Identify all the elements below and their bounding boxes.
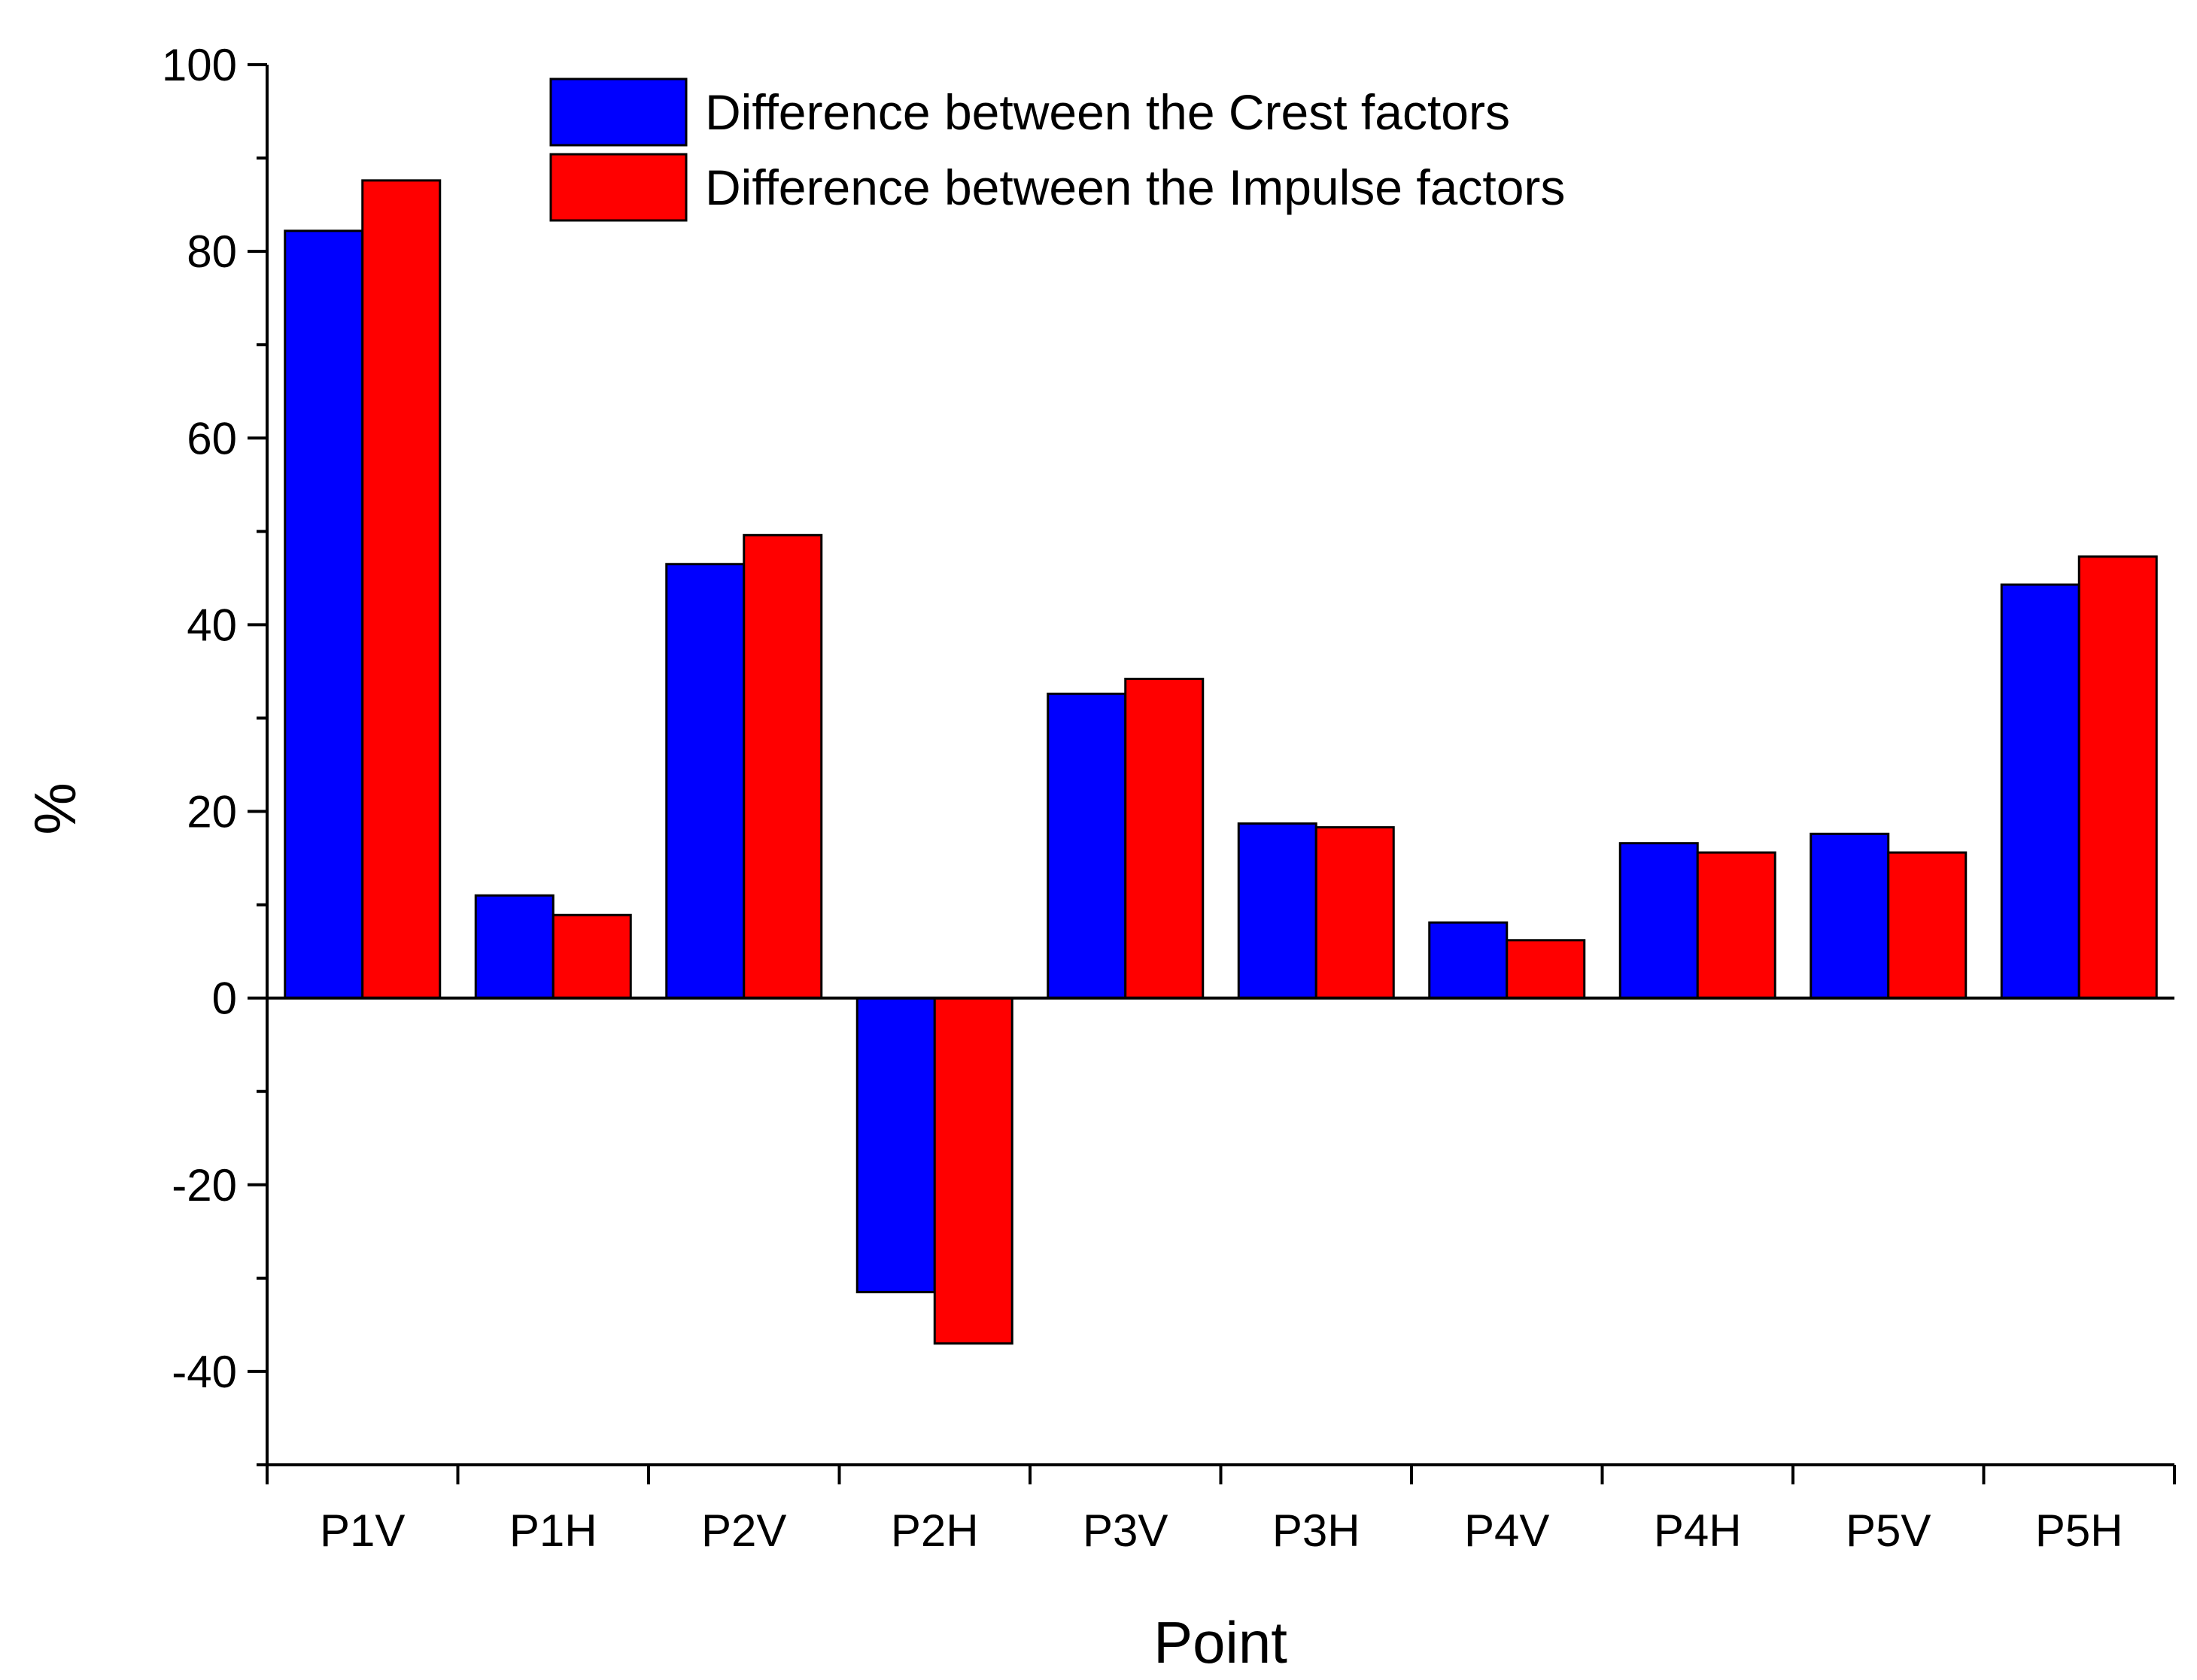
axes-group — [266, 65, 2174, 1466]
bar-p4v-series-2 — [1506, 939, 1586, 1000]
bar-p4v-series-1 — [1428, 921, 1509, 1000]
bar-p1h-series-2 — [552, 913, 632, 1000]
x-tick-label: P4H — [1654, 1505, 1742, 1556]
bar-p3h-series-1 — [1237, 822, 1317, 1000]
y-tick-label: 100 — [162, 40, 237, 90]
x-tick-label: P1V — [320, 1505, 405, 1556]
bar-p3h-series-2 — [1314, 826, 1395, 1000]
x-tick-label: P1H — [509, 1505, 597, 1556]
x-tick-label: P3V — [1083, 1505, 1168, 1556]
bar-p1v-series-2 — [361, 179, 442, 1000]
bar-p3v-series-2 — [1124, 677, 1205, 1000]
y-tick-label: -40 — [172, 1347, 237, 1397]
y-tick-label: 60 — [187, 413, 237, 463]
x-tick-label: P2H — [891, 1505, 979, 1556]
x-tick-label: P4V — [1464, 1505, 1549, 1556]
bar-p3v-series-1 — [1047, 692, 1127, 1000]
ticks-group: -40 -20 0 20 40 60 80 100 P1V P1H P2V P2H P3V P3H P4V P… — [162, 40, 2176, 1556]
bar-p4h-series-1 — [1618, 842, 1699, 1000]
x-axis-title: Point — [1153, 1609, 1287, 1675]
bar-p5h-series-1 — [2000, 583, 2080, 1000]
legend-label-series-1: Difference between the Crest factors — [705, 84, 1510, 140]
x-tick-label: P5H — [2035, 1505, 2123, 1556]
legend-label-series-2: Difference between the Impulse factors — [705, 159, 1565, 215]
x-tick-label: P3H — [1272, 1505, 1360, 1556]
legend-swatch-series-2 — [549, 153, 688, 222]
legend: Difference between the Crest factors Diff… — [549, 77, 1565, 222]
y-tick-label: 20 — [187, 787, 237, 837]
bar-p5v-series-1 — [1810, 832, 1890, 1000]
bar-p2v-series-2 — [743, 533, 823, 1000]
y-tick-label: 80 — [187, 226, 237, 277]
legend-swatch-series-1 — [549, 77, 688, 147]
bar-p5v-series-2 — [1887, 851, 1968, 1000]
bar-p2h-series-1 — [855, 997, 936, 1293]
y-tick-label: 0 — [212, 974, 237, 1024]
bar-p1h-series-1 — [474, 894, 555, 1000]
y-axis-title: % — [22, 782, 88, 834]
y-tick-label: -20 — [172, 1160, 237, 1211]
bar-p4h-series-2 — [1696, 851, 1776, 1000]
x-tick-label: P5V — [1846, 1505, 1931, 1556]
bar-p1v-series-1 — [284, 229, 364, 1000]
y-tick-label: 40 — [187, 600, 237, 650]
bar-p2v-series-1 — [665, 563, 746, 1000]
bar-p5h-series-2 — [2077, 555, 2158, 1000]
bars-group — [284, 179, 2158, 1345]
bar-p2h-series-2 — [933, 997, 1013, 1345]
x-tick-label: P2V — [701, 1505, 786, 1556]
